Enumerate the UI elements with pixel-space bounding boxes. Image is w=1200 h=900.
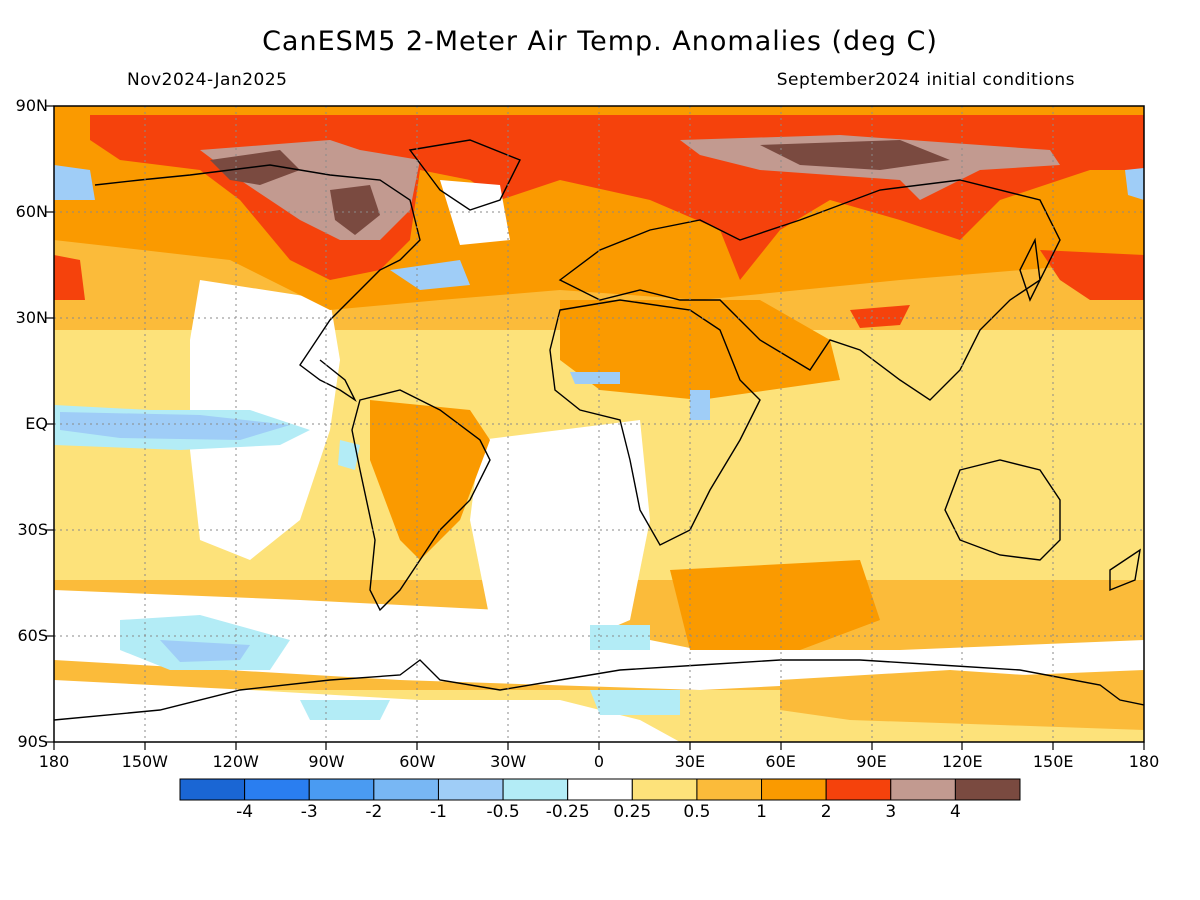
field-bering-cool [54, 165, 95, 200]
field-antarctic-coast-cool [590, 690, 680, 715]
colorbar-level-label: 0.5 [683, 802, 711, 822]
colorbar-swatch [696, 778, 763, 801]
field-atlantic-sector-cool [590, 625, 650, 650]
coast-south-america [351, 389, 491, 612]
lat-tick-label: 90N [15, 96, 48, 115]
lat-tick-label: EQ [25, 414, 48, 433]
colorbar-swatch [825, 778, 892, 801]
colorbar-swatch [631, 778, 698, 801]
colorbar-level-label: -0.5 [486, 802, 520, 822]
coast-eurasia [558, 179, 1061, 401]
colorbar [179, 778, 1021, 801]
field-east-africa-cool [690, 390, 710, 420]
forecast-period: Nov2024-Jan2025 [127, 70, 288, 90]
colorbar-swatch [179, 778, 246, 801]
lat-tick-label: 90S [17, 732, 48, 751]
colorbar-swatch [373, 778, 439, 801]
lat-tick-label: 30N [15, 308, 48, 327]
colorbar-level-label: -0.25 [545, 802, 590, 822]
colorbar-level-label: 3 [885, 802, 897, 822]
lat-tick-label: 30S [17, 520, 48, 539]
lon-tick-label: 60W [399, 752, 436, 771]
colorbar-swatch [567, 778, 633, 801]
colorbar-level-label: -1 [429, 802, 447, 822]
lon-tick-label: 180 [38, 752, 70, 771]
field-east-asia-red [1040, 250, 1144, 300]
lon-tick-label: 90W [308, 752, 345, 771]
lon-tick-label: 30E [674, 752, 706, 771]
coastlines [54, 139, 1144, 721]
colorbar-level-label: 4 [949, 802, 961, 822]
colorbar-level-label: -3 [300, 802, 318, 822]
colorbar-swatch [890, 778, 956, 801]
coast-greenland [408, 139, 521, 211]
field-amazon-warm [370, 400, 490, 560]
colorbar-swatch [954, 778, 1021, 801]
colorbar-level-label: 1 [756, 802, 767, 822]
field-canada-gt4-b [330, 185, 380, 235]
colorbar-level-label: -2 [365, 802, 383, 822]
colorbar-level-label: 0.25 [613, 802, 652, 822]
field-sahara-warm [560, 300, 840, 400]
lon-tick-label: 0 [593, 752, 605, 771]
lon-tick-label: 120E [942, 752, 983, 771]
field-south-indian-warm [670, 560, 880, 650]
colorbar-swatch [437, 778, 504, 801]
field-galapagos-cool [338, 440, 360, 470]
colorbar-swatch [502, 778, 569, 801]
field-ross-sea-cool [300, 700, 390, 720]
coast-japan [1019, 237, 1041, 302]
lon-tick-label: 60E [765, 752, 796, 771]
field-siberia-gt4 [760, 140, 950, 170]
lon-tick-label: 150E [1032, 752, 1074, 771]
field-southern-ocean-cool-2 [160, 640, 250, 662]
colorbar-level-label: 2 [820, 802, 832, 822]
colorbar-swatch [244, 778, 310, 801]
coast-antarctica [54, 659, 1144, 721]
lon-tick-label: 180 [1128, 752, 1160, 771]
initial-conditions: September2024 initial conditions [776, 70, 1075, 90]
lon-tick-label: 30W [490, 752, 527, 771]
lon-tick-label: 150W [121, 752, 168, 771]
graticule [54, 106, 1144, 742]
coast-north-america [94, 164, 421, 403]
field-north-pacific-red [54, 255, 85, 300]
chart-title: CanESM5 2-Meter Air Temp. Anomalies (deg… [262, 26, 938, 57]
colorbar-level-label: -4 [236, 802, 254, 822]
lat-tick-label: 60N [15, 202, 48, 221]
colorbar-swatch [308, 778, 375, 801]
field-chukchi-cool [1125, 168, 1144, 200]
field-sahel-cool [570, 372, 620, 384]
coast-new-zealand [1109, 548, 1141, 592]
lon-tick-label: 120W [212, 752, 259, 771]
field-south-atlantic-neutral [470, 420, 650, 650]
field-tibet-red [850, 305, 910, 328]
lat-tick-label: 60S [17, 626, 48, 645]
axis-ticks [46, 105, 1145, 750]
coast-australia [944, 459, 1061, 561]
field-north-atlantic-cool [390, 260, 470, 290]
colorbar-swatch [761, 778, 827, 801]
field-equatorial-pacific-cool-2 [60, 412, 290, 440]
lon-tick-label: 90E [856, 752, 887, 771]
